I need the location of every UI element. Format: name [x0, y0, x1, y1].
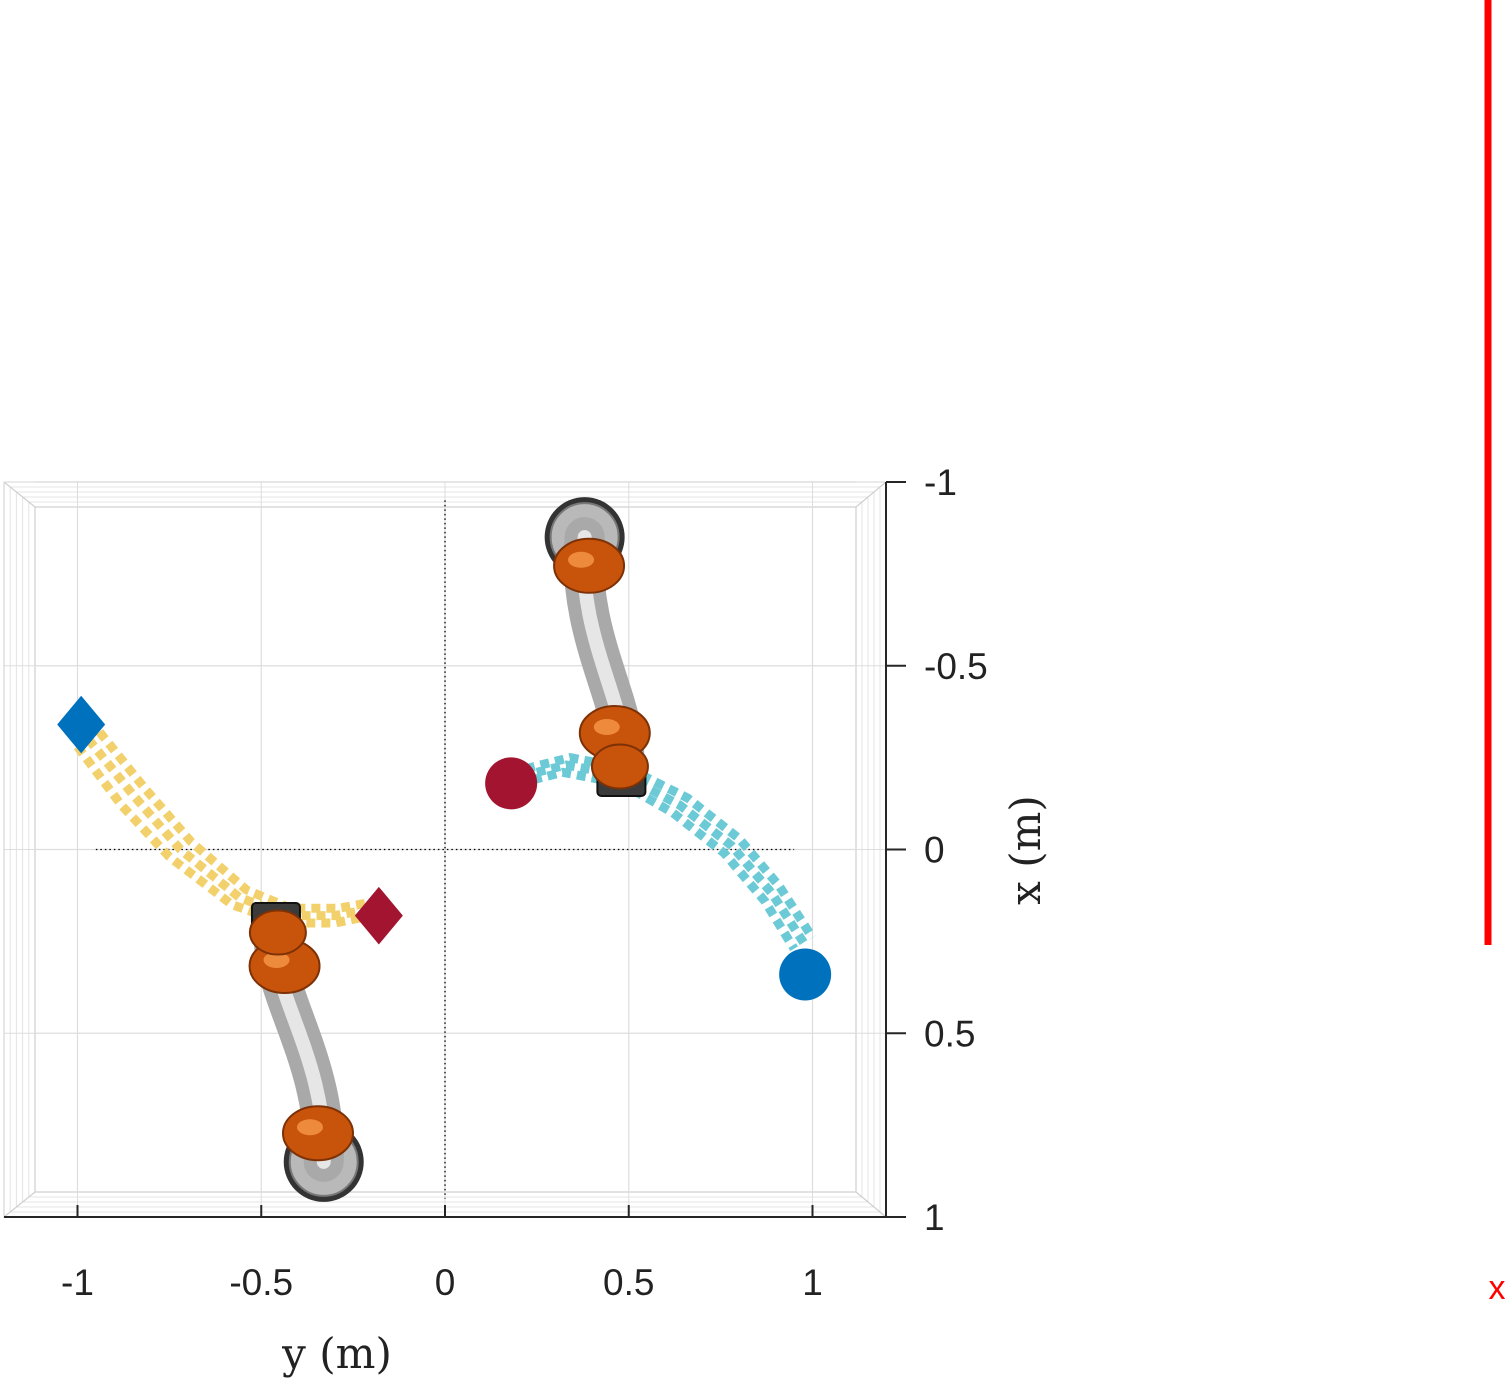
y-tick-label: 0.5: [924, 1013, 975, 1054]
trajectory-2-path-2: [521, 760, 809, 948]
robot-joint-highlight: [593, 719, 620, 736]
robot-wrist-joint: [248, 909, 307, 956]
robot-layer: [248, 497, 651, 1202]
marker-diamond-2: [354, 886, 403, 945]
trajectory-2-path-3: [524, 753, 817, 941]
robot-arm-2: [544, 497, 651, 797]
robot-arm-1: [248, 902, 364, 1202]
reference-lines: [95, 500, 795, 1199]
x-tick-label: -0.5: [229, 1262, 293, 1303]
marker-diamond-1: [57, 695, 106, 754]
marker-layer: [57, 695, 832, 1001]
side-indicator-label: x: [1489, 1269, 1506, 1307]
robot-wrist-joint: [590, 743, 649, 790]
robot-joint-highlight: [263, 951, 290, 968]
robot-joint-highlight: [568, 551, 595, 568]
marker-circle-3: [485, 757, 538, 810]
box-corner-edge: [3, 481, 36, 508]
box-corner-edge: [3, 1191, 36, 1218]
y-tick-label: -0.5: [924, 646, 988, 687]
trajectory-layer: [73, 729, 817, 952]
grid-lines: [4, 481, 886, 1218]
axes-layer: -1 -0.5 0 0.5 1 -1 -0.5 0 0.5 1: [4, 462, 988, 1303]
trajectory-1-path-3: [95, 729, 380, 913]
x-tick-label: -1: [61, 1262, 94, 1303]
y-tick-label: 0: [924, 830, 945, 871]
x-tick-label: 1: [802, 1262, 823, 1303]
x-tick-label: 0: [435, 1262, 456, 1303]
trajectory-1-path-1: [73, 743, 373, 928]
y-axis-label: x (m): [1001, 795, 1050, 905]
x-axis-label: y (m): [281, 1329, 392, 1378]
box-corner-edge: [855, 1191, 887, 1218]
x-tick-label: 0.5: [603, 1262, 654, 1303]
marker-circle-4: [779, 948, 832, 1001]
y-tick-label: 1: [924, 1197, 945, 1238]
box-corner-edge: [855, 481, 887, 508]
y-tick-label: -1: [924, 462, 957, 503]
robot-joint-highlight: [296, 1119, 323, 1136]
trajectory-1-path-2: [84, 736, 377, 921]
trajectory-2-path-1: [517, 767, 798, 952]
